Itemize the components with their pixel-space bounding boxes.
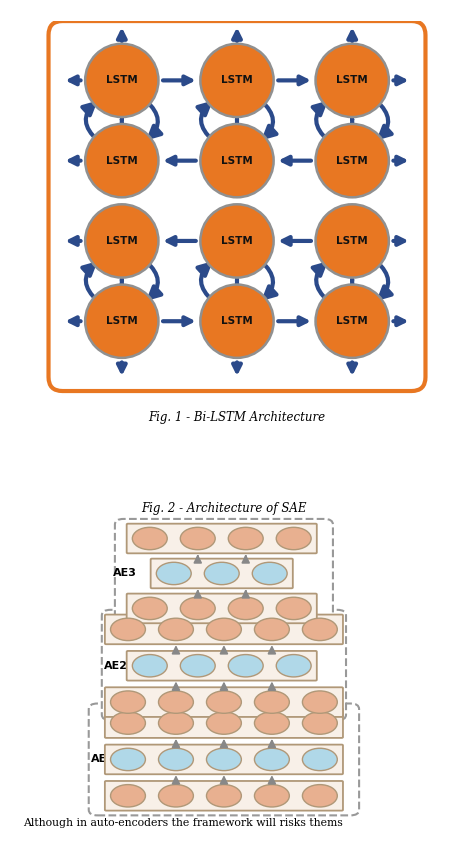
Circle shape (201, 44, 273, 117)
FancyBboxPatch shape (105, 781, 343, 811)
Circle shape (132, 527, 167, 550)
Circle shape (255, 691, 289, 713)
Circle shape (316, 44, 389, 117)
Circle shape (252, 562, 287, 584)
Circle shape (204, 562, 239, 584)
Text: LSTM: LSTM (106, 317, 137, 326)
Text: LSTM: LSTM (221, 76, 253, 85)
Text: LSTM: LSTM (221, 317, 253, 326)
FancyBboxPatch shape (105, 615, 343, 644)
FancyBboxPatch shape (48, 21, 426, 391)
Circle shape (302, 691, 337, 713)
Text: AE2: AE2 (104, 661, 128, 671)
FancyBboxPatch shape (105, 708, 343, 738)
Circle shape (85, 285, 158, 358)
Text: Fig. 1 - Bi-LSTM Architecture: Fig. 1 - Bi-LSTM Architecture (148, 411, 326, 424)
Text: AE3: AE3 (113, 568, 137, 578)
FancyBboxPatch shape (127, 651, 317, 680)
Circle shape (302, 711, 337, 734)
Circle shape (110, 711, 146, 734)
Circle shape (302, 749, 337, 770)
Circle shape (180, 527, 215, 550)
Text: Although in auto-encoders the framework will risks thems: Although in auto-encoders the framework … (23, 818, 343, 829)
Circle shape (201, 205, 273, 278)
Circle shape (316, 205, 389, 278)
Circle shape (132, 597, 167, 620)
Text: LSTM: LSTM (337, 76, 368, 85)
Circle shape (255, 749, 289, 770)
Circle shape (156, 562, 191, 584)
FancyBboxPatch shape (127, 594, 317, 623)
Circle shape (158, 618, 193, 641)
Circle shape (85, 44, 158, 117)
Text: LSTM: LSTM (221, 156, 253, 166)
FancyBboxPatch shape (102, 610, 346, 720)
Circle shape (207, 711, 241, 734)
Circle shape (158, 691, 193, 713)
Circle shape (207, 749, 241, 770)
Circle shape (228, 527, 263, 550)
Circle shape (276, 597, 311, 620)
Circle shape (85, 124, 158, 197)
FancyBboxPatch shape (89, 704, 359, 815)
Circle shape (316, 285, 389, 358)
Text: LSTM: LSTM (221, 236, 253, 246)
Circle shape (316, 124, 389, 197)
Circle shape (276, 654, 311, 677)
Circle shape (85, 205, 158, 278)
FancyBboxPatch shape (105, 687, 343, 717)
Text: LSTM: LSTM (106, 76, 137, 85)
Circle shape (228, 654, 263, 677)
Text: LSTM: LSTM (337, 317, 368, 326)
Text: LSTM: LSTM (106, 156, 137, 166)
Circle shape (207, 691, 241, 713)
FancyBboxPatch shape (105, 744, 343, 775)
Circle shape (158, 711, 193, 734)
Text: AE1: AE1 (91, 754, 115, 765)
Circle shape (180, 597, 215, 620)
Circle shape (302, 618, 337, 641)
Circle shape (302, 785, 337, 807)
FancyBboxPatch shape (127, 524, 317, 553)
Circle shape (207, 785, 241, 807)
Circle shape (158, 785, 193, 807)
Circle shape (110, 785, 146, 807)
FancyBboxPatch shape (115, 519, 333, 626)
Text: LSTM: LSTM (337, 236, 368, 246)
Circle shape (158, 749, 193, 770)
Circle shape (110, 618, 146, 641)
Circle shape (207, 618, 241, 641)
Circle shape (110, 691, 146, 713)
Circle shape (180, 654, 215, 677)
FancyBboxPatch shape (151, 558, 293, 589)
Circle shape (276, 527, 311, 550)
Text: Fig. 2 - Architecture of SAE: Fig. 2 - Architecture of SAE (141, 502, 307, 514)
Circle shape (201, 124, 273, 197)
Circle shape (255, 711, 289, 734)
Text: LSTM: LSTM (337, 156, 368, 166)
Circle shape (255, 618, 289, 641)
Circle shape (255, 785, 289, 807)
Circle shape (132, 654, 167, 677)
Text: LSTM: LSTM (106, 236, 137, 246)
Circle shape (228, 597, 263, 620)
Circle shape (201, 285, 273, 358)
Circle shape (110, 749, 146, 770)
